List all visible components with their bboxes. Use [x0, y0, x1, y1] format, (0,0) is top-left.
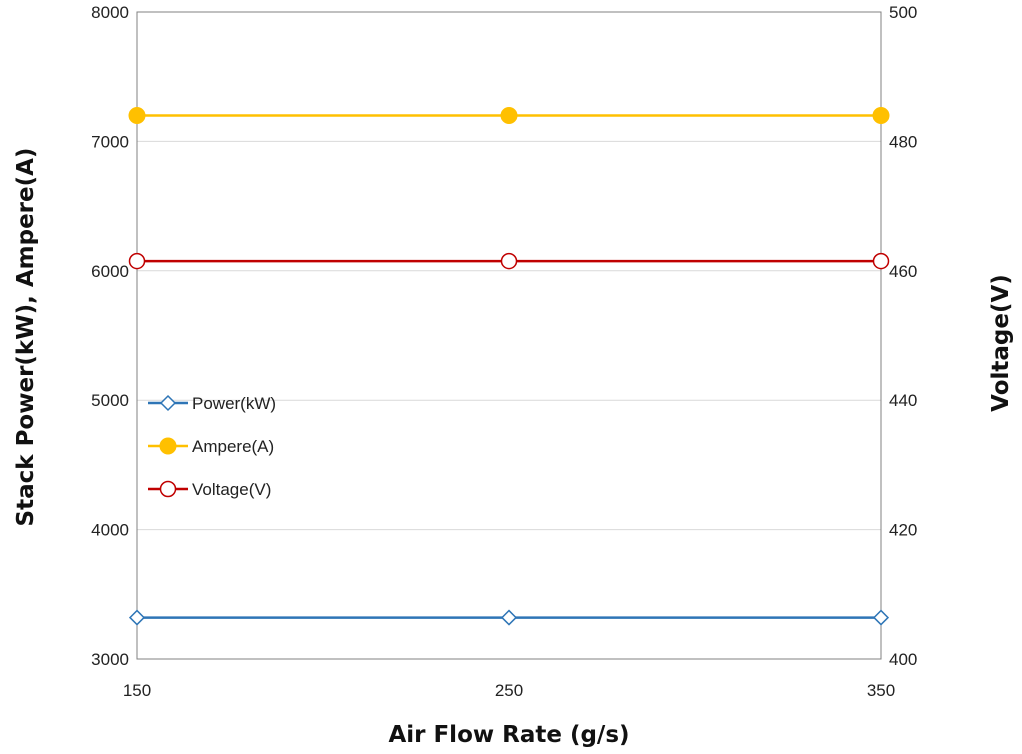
y-tick-label: 5000	[91, 391, 129, 410]
y2-tick-label: 500	[889, 3, 917, 22]
legend-item: Power(kW)	[148, 394, 276, 413]
data-point	[128, 609, 146, 626]
x-axis-title: Air Flow Rate (g/s)	[388, 722, 629, 748]
y2-tick-label: 420	[889, 521, 917, 540]
x-tick-label: 150	[123, 681, 151, 700]
legend-label: Ampere(A)	[192, 437, 274, 456]
data-point	[500, 252, 518, 270]
data-point	[872, 107, 890, 125]
data-point	[159, 394, 177, 412]
data-point	[872, 609, 890, 626]
right-axis-ticks: 400 420 440 460 480 500	[889, 3, 917, 669]
data-point	[128, 252, 146, 270]
data-point	[872, 252, 890, 270]
x-axis-ticks: 150 250 350	[123, 681, 895, 700]
left-axis-ticks: 3000 4000 5000 6000 7000 8000	[91, 3, 129, 669]
y-tick-label: 8000	[91, 3, 129, 22]
data-point	[500, 107, 518, 125]
y-tick-label: 7000	[91, 132, 129, 151]
y2-tick-label: 460	[889, 262, 917, 281]
data-point	[128, 107, 146, 125]
x-tick-label: 350	[867, 681, 895, 700]
y2-tick-label: 400	[889, 650, 917, 669]
series-power-kw	[128, 609, 890, 626]
y-tick-label: 3000	[91, 650, 129, 669]
y2-tick-label: 440	[889, 391, 917, 410]
y2-tick-label: 480	[889, 132, 917, 151]
y-tick-label: 6000	[91, 262, 129, 281]
y2-axis-title: Voltage(V)	[988, 274, 1014, 412]
data-point	[159, 480, 177, 498]
legend-item: Voltage(V)	[148, 480, 271, 499]
data-point	[500, 609, 518, 626]
legend-label: Voltage(V)	[192, 480, 271, 499]
series-ampere-a	[128, 107, 890, 125]
x-tick-label: 250	[495, 681, 523, 700]
series-layer	[128, 107, 890, 626]
legend-item: Ampere(A)	[148, 437, 274, 456]
data-point	[159, 437, 177, 455]
plot-frame	[136, 11, 882, 660]
y-tick-label: 4000	[91, 521, 129, 540]
series-voltage-v	[128, 252, 890, 270]
legend: Power(kW) Ampere(A) Voltage(V)	[148, 394, 276, 499]
y-axis-title: Stack Power(kW), Ampere(A)	[13, 148, 39, 527]
legend-label: Power(kW)	[192, 394, 276, 413]
